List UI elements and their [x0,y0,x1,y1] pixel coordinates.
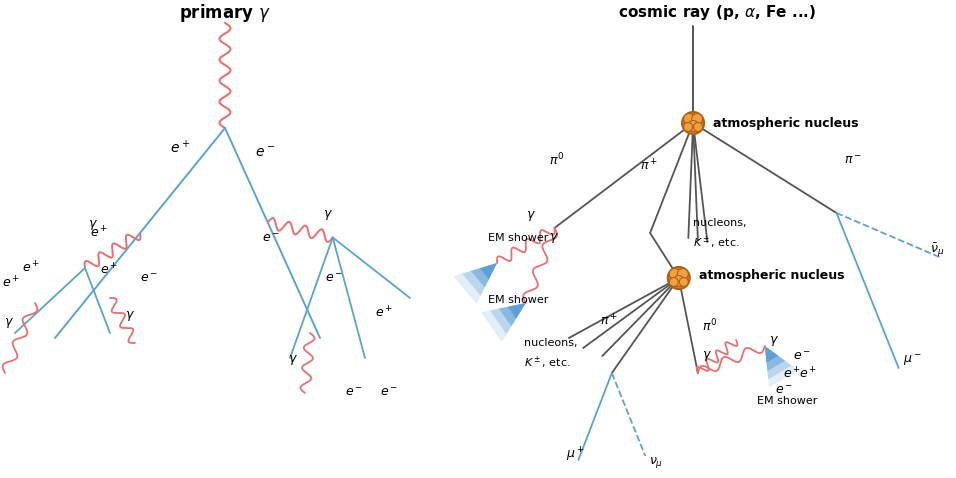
Text: $\mu^+$: $\mu^+$ [566,446,585,464]
Text: $e^+$: $e^+$ [22,261,40,276]
Text: $e^+$: $e^+$ [799,366,817,381]
Text: $\pi^+$: $\pi^+$ [599,313,618,328]
Text: $\gamma$: $\gamma$ [550,231,559,245]
Text: $\pi^-$: $\pi^-$ [844,153,862,166]
Polygon shape [490,303,526,334]
Circle shape [694,122,703,131]
Polygon shape [765,346,785,371]
Polygon shape [765,346,798,387]
Circle shape [687,120,699,131]
Text: primary $\gamma$: primary $\gamma$ [179,2,271,24]
Text: $\gamma$: $\gamma$ [4,316,14,330]
Text: $K^\pm$, etc.: $K^\pm$, etc. [524,355,571,371]
Text: $e^+$: $e^+$ [100,262,119,278]
Text: $\gamma$: $\gamma$ [288,353,298,367]
Polygon shape [765,346,792,379]
Text: nucleons,: nucleons, [693,218,747,228]
Text: $\gamma$: $\gamma$ [702,349,712,363]
Circle shape [680,278,688,286]
Text: $e^-$: $e^-$ [262,231,280,245]
Text: cosmic ray (p, $\alpha$, Fe ...): cosmic ray (p, $\alpha$, Fe ...) [618,3,816,22]
Text: $e^-$: $e^-$ [140,272,159,284]
Text: $e^+$: $e^+$ [375,305,393,321]
Polygon shape [462,263,497,295]
Text: atmospheric nucleus: atmospheric nucleus [699,269,844,282]
Text: $\gamma$: $\gamma$ [323,207,333,221]
Circle shape [677,269,688,280]
Text: $e^-$: $e^-$ [793,349,811,362]
Text: $\pi^0$: $\pi^0$ [550,152,565,169]
Circle shape [684,113,695,124]
Text: $\bar{\nu}_\mu$: $\bar{\nu}_\mu$ [929,241,944,259]
Text: $e^-$: $e^-$ [380,387,399,400]
Polygon shape [765,346,778,363]
Text: EM shower: EM shower [756,396,817,406]
Text: atmospheric nucleus: atmospheric nucleus [713,117,858,130]
Text: nucleons,: nucleons, [524,338,577,348]
Text: EM shower: EM shower [488,233,548,243]
Polygon shape [499,303,526,326]
Circle shape [669,278,678,286]
Circle shape [691,113,703,124]
Text: $e^-$: $e^-$ [345,387,363,400]
Circle shape [669,269,681,280]
Circle shape [682,112,705,134]
Polygon shape [508,303,526,318]
Text: $K^\pm$, etc.: $K^\pm$, etc. [693,235,740,251]
Text: $\gamma$: $\gamma$ [88,218,98,232]
Polygon shape [453,263,497,304]
Text: $\pi^0$: $\pi^0$ [702,317,717,334]
Circle shape [684,122,692,131]
Text: $\nu_\mu$: $\nu_\mu$ [649,455,663,469]
Text: $e^-$: $e^-$ [255,146,275,160]
Text: $\pi^+$: $\pi^+$ [641,158,659,174]
Circle shape [673,275,684,286]
Polygon shape [480,263,497,279]
Text: $e^+$: $e^+$ [170,140,190,157]
Text: $e^-$: $e^-$ [774,384,793,398]
Text: $\gamma$: $\gamma$ [769,334,779,348]
Text: $e^+$: $e^+$ [2,275,20,291]
Text: $e^-$: $e^-$ [325,272,343,284]
Text: $e^+$: $e^+$ [90,225,108,240]
Text: $e^+$: $e^+$ [783,366,801,381]
Text: EM shower: EM shower [488,295,548,305]
Text: $\mu^-$: $\mu^-$ [902,352,922,368]
Circle shape [667,267,690,289]
Polygon shape [471,263,497,287]
Text: $\gamma$: $\gamma$ [527,209,536,223]
Polygon shape [481,303,526,342]
Text: $\gamma$: $\gamma$ [125,309,135,323]
